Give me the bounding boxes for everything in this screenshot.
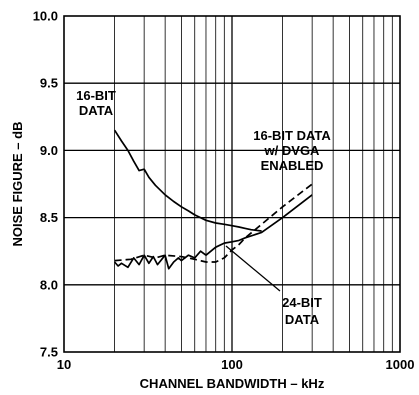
tick-labels: 7.5 8.0 8.5 9.0 9.5 10.0 10 100 1000	[33, 9, 415, 373]
y-tick-label: 7.5	[40, 345, 58, 360]
series-line-sixteen-bit	[113, 129, 262, 232]
y-tick-label: 8.5	[40, 210, 58, 225]
plot-frame	[63, 15, 401, 353]
annotation-layer: 16-BIT DATA 16-BIT DATA w/ DVGA ENABLED 24-BI…	[76, 88, 331, 327]
annotation-a24: 24-BIT DATA	[282, 295, 322, 327]
leader-line-24bit	[225, 245, 281, 292]
series-line-dvga	[114, 183, 313, 263]
y-axis-label: NOISE FIGURE – dB	[10, 122, 25, 247]
x-tick-label: 100	[221, 357, 243, 372]
x-tick-label: 1000	[386, 357, 415, 372]
series-line-twentyfour-bit	[113, 194, 313, 270]
y-tick-label: 10.0	[33, 9, 58, 24]
annotation-advga: 16-BIT DATA w/ DVGA ENABLED	[253, 128, 331, 173]
y-tick-label: 8.0	[40, 277, 58, 292]
x-tick-label: 10	[57, 357, 71, 372]
x-axis-label: CHANNEL BANDWIDTH – kHz	[140, 376, 325, 391]
grid	[64, 16, 400, 352]
series-layer	[113, 129, 313, 270]
y-tick-label: 9.0	[40, 143, 58, 158]
annotation-a16: 16-BIT DATA	[76, 88, 116, 118]
y-tick-label: 9.5	[40, 76, 58, 91]
